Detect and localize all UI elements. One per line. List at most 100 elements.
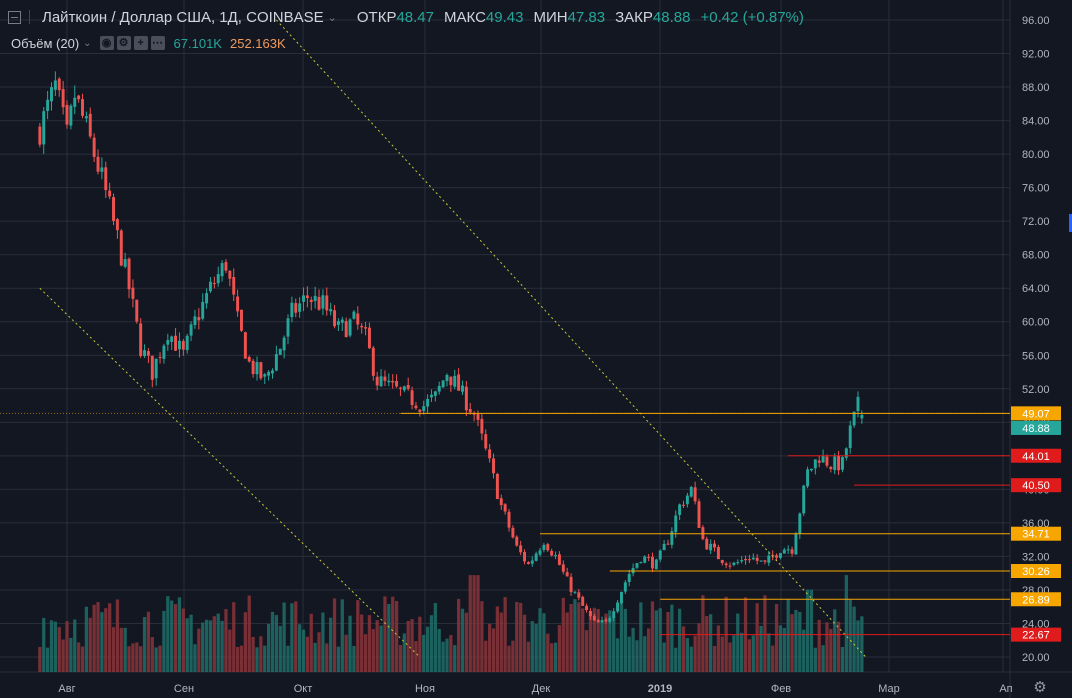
volume-bar <box>189 614 193 672</box>
candle-body <box>290 302 294 318</box>
volume-bar <box>80 646 85 672</box>
volume-bar <box>344 634 348 672</box>
plus-icon[interactable]: + <box>133 36 148 50</box>
candle-body <box>69 105 73 126</box>
volume-bar <box>150 637 154 672</box>
candle-body <box>127 258 131 290</box>
candle-body <box>391 380 395 383</box>
volume-bar <box>243 612 247 672</box>
side-panel-tab[interactable] <box>1069 214 1072 232</box>
candle-body <box>422 406 426 411</box>
candle-body <box>243 332 247 359</box>
volume-bar <box>135 642 139 672</box>
candle-body <box>449 376 453 386</box>
candle-body <box>507 511 511 528</box>
candle-body <box>608 617 612 622</box>
volume-bar <box>69 637 73 672</box>
candle-body <box>713 543 716 548</box>
candle-body <box>840 457 844 470</box>
candle-body <box>379 376 383 387</box>
volume-bar <box>677 608 682 672</box>
volume-bar <box>709 614 713 672</box>
close-label: ЗАКР <box>615 8 653 26</box>
price-tag-label: 30.26 <box>1022 566 1050 578</box>
volume-bar <box>852 606 856 672</box>
price-tag <box>1011 406 1061 421</box>
candle-body <box>825 456 829 466</box>
more-icon[interactable]: ⋯ <box>150 36 165 50</box>
volume-bar <box>751 635 755 672</box>
candle-body <box>251 360 255 374</box>
candle-body <box>848 425 852 448</box>
y-tick-label: 88.00 <box>1022 82 1050 94</box>
candle-body <box>573 591 577 593</box>
volume-bar <box>414 641 418 672</box>
price-tag-label: 40.50 <box>1022 480 1050 492</box>
candle-body <box>821 455 825 463</box>
volume-bar <box>608 610 612 672</box>
volume-bar <box>278 625 282 672</box>
volume-bar <box>441 641 445 672</box>
volume-bar <box>228 629 232 672</box>
volume-label[interactable]: Объём (20) <box>11 35 80 51</box>
volume-bar <box>646 628 651 672</box>
volume-bar <box>208 620 213 672</box>
separator <box>29 10 30 24</box>
volume-bar <box>301 629 306 672</box>
chevron-down-icon[interactable]: ⌄ <box>327 11 337 24</box>
volume-bar <box>383 596 387 672</box>
symbol-title[interactable]: Лайткоин / Доллар США, 1Д, COINBASE <box>42 8 324 26</box>
candle-body <box>678 504 682 515</box>
candle-body <box>561 564 565 572</box>
candle-body <box>670 531 674 545</box>
candle-body <box>294 303 298 313</box>
collapse-icon[interactable] <box>8 10 21 24</box>
price-tag-label: 22.67 <box>1022 630 1050 642</box>
candle-body <box>639 562 643 564</box>
candle-body <box>197 317 201 321</box>
volume-bar <box>736 613 740 672</box>
volume-bar <box>394 601 399 672</box>
volume-bar <box>453 645 457 672</box>
candle-body <box>546 544 550 551</box>
volume-bar <box>77 642 81 672</box>
volume-bar <box>829 628 833 672</box>
candle-body <box>220 263 224 277</box>
volume-bar <box>391 596 395 672</box>
candle-body <box>794 534 798 555</box>
candle-body <box>476 414 480 420</box>
volume-bar <box>96 602 100 672</box>
y-tick-label: 84.00 <box>1022 116 1050 128</box>
candle-body <box>398 387 402 389</box>
candle-body <box>426 398 430 407</box>
settings-icon[interactable]: ⚙ <box>116 36 131 50</box>
chevron-down-icon[interactable]: ⌄ <box>83 37 92 49</box>
candle-body <box>309 299 313 303</box>
eye-icon[interactable]: ◉ <box>99 36 114 50</box>
volume-bar <box>468 575 472 672</box>
volume-bar <box>270 611 275 672</box>
volume-bar <box>794 609 798 672</box>
price-tag <box>1011 478 1061 493</box>
volume-bar <box>705 616 709 672</box>
candle-body <box>278 348 282 355</box>
volume-bar <box>771 645 775 672</box>
volume-bar <box>569 604 573 672</box>
volume-bar <box>410 619 414 672</box>
candle-body <box>806 469 810 487</box>
candle-body <box>464 386 468 411</box>
candle-body <box>530 560 534 564</box>
volume-bar <box>325 643 329 672</box>
chart-settings-icon[interactable]: ⚙ <box>1033 679 1047 696</box>
current-price-tag <box>1011 420 1061 435</box>
candle-body <box>429 394 433 398</box>
candle-body <box>387 380 391 383</box>
candle-body <box>515 536 519 546</box>
candle-body <box>833 456 837 471</box>
trend-line <box>39 287 421 658</box>
volume-bar <box>650 601 655 672</box>
volume-bar <box>84 606 89 672</box>
candle-body <box>588 610 592 617</box>
